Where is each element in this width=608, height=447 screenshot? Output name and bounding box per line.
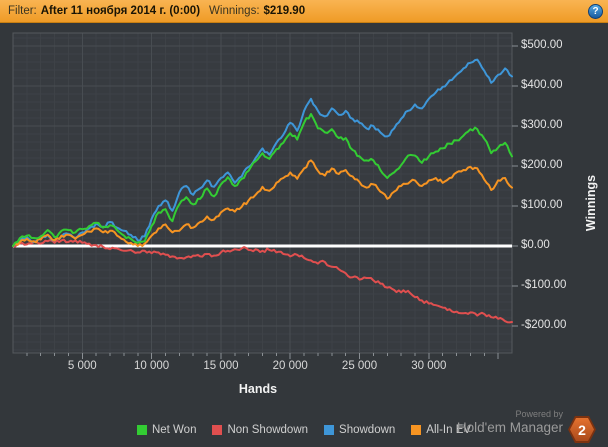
legend-label: All-In EV bbox=[426, 424, 472, 436]
y-axis-tick-label: $200.00 bbox=[521, 159, 563, 171]
winnings-label: Winnings: bbox=[209, 5, 260, 17]
winnings-value: $219.90 bbox=[263, 5, 306, 17]
y-axis-tick-label: $100.00 bbox=[521, 199, 563, 211]
filter-value: After 11 ноября 2014 г. (0:00) bbox=[40, 5, 201, 17]
showdown-swatch-icon bbox=[324, 425, 335, 435]
x-axis-tick-label: 20 000 bbox=[272, 360, 308, 372]
net-won-swatch-icon bbox=[136, 425, 147, 435]
legend-item-non-showdown[interactable]: Non Showdown bbox=[212, 424, 308, 436]
x-axis-tick-label: 25 000 bbox=[341, 360, 378, 372]
legend-label: Net Won bbox=[151, 424, 197, 436]
series-line-non-showdown bbox=[12, 238, 513, 324]
y-axis-tick-label: $400.00 bbox=[521, 79, 563, 91]
y-axis-tick-label: $0.00 bbox=[521, 239, 550, 251]
y-axis-tick-label: $300.00 bbox=[521, 119, 563, 131]
filter-label: Filter: bbox=[8, 5, 37, 17]
series-line-all-in-ev bbox=[12, 159, 513, 247]
powered-by-text: Powered by bbox=[515, 409, 563, 419]
brand-name: Hold'em Manager bbox=[456, 420, 563, 435]
legend: Net Won Non Showdown Showdown All-In EV bbox=[0, 422, 608, 438]
non-showdown-swatch-icon bbox=[212, 425, 223, 435]
legend-label: Showdown bbox=[339, 424, 396, 436]
legend-item-net-won[interactable]: Net Won bbox=[136, 424, 197, 436]
y-axis-tick-label: $500.00 bbox=[521, 39, 563, 51]
legend-label: Non Showdown bbox=[227, 424, 309, 436]
x-axis-tick-label: 30 000 bbox=[411, 360, 447, 372]
all-in-ev-swatch-icon bbox=[411, 425, 422, 435]
y-axis-tick-label: -$200.00 bbox=[521, 319, 567, 331]
y-axis-title: Winnings bbox=[584, 174, 598, 232]
x-axis-title: Hands bbox=[238, 382, 278, 396]
legend-item-showdown[interactable]: Showdown bbox=[324, 424, 395, 436]
legend-item-all-in-ev[interactable]: All-In EV bbox=[411, 424, 471, 436]
x-axis-tick-label: 15 000 bbox=[203, 360, 239, 372]
help-icon[interactable]: ? bbox=[588, 4, 603, 19]
y-axis-tick-label: -$100.00 bbox=[521, 279, 567, 291]
x-axis-tick-label: 10 000 bbox=[134, 360, 170, 372]
series-line-net-won bbox=[12, 113, 513, 247]
powered-by-block: Powered by Hold'em Manager bbox=[457, 409, 563, 436]
help-icon-glyph: ? bbox=[592, 6, 599, 17]
x-axis-tick-label: 5 000 bbox=[67, 360, 97, 372]
holdem-manager-2-logo-icon: 2 bbox=[568, 416, 596, 443]
filter-bar: Filter: After 11 ноября 2014 г. (0:00) W… bbox=[0, 0, 608, 23]
badge-number: 2 bbox=[570, 418, 594, 441]
